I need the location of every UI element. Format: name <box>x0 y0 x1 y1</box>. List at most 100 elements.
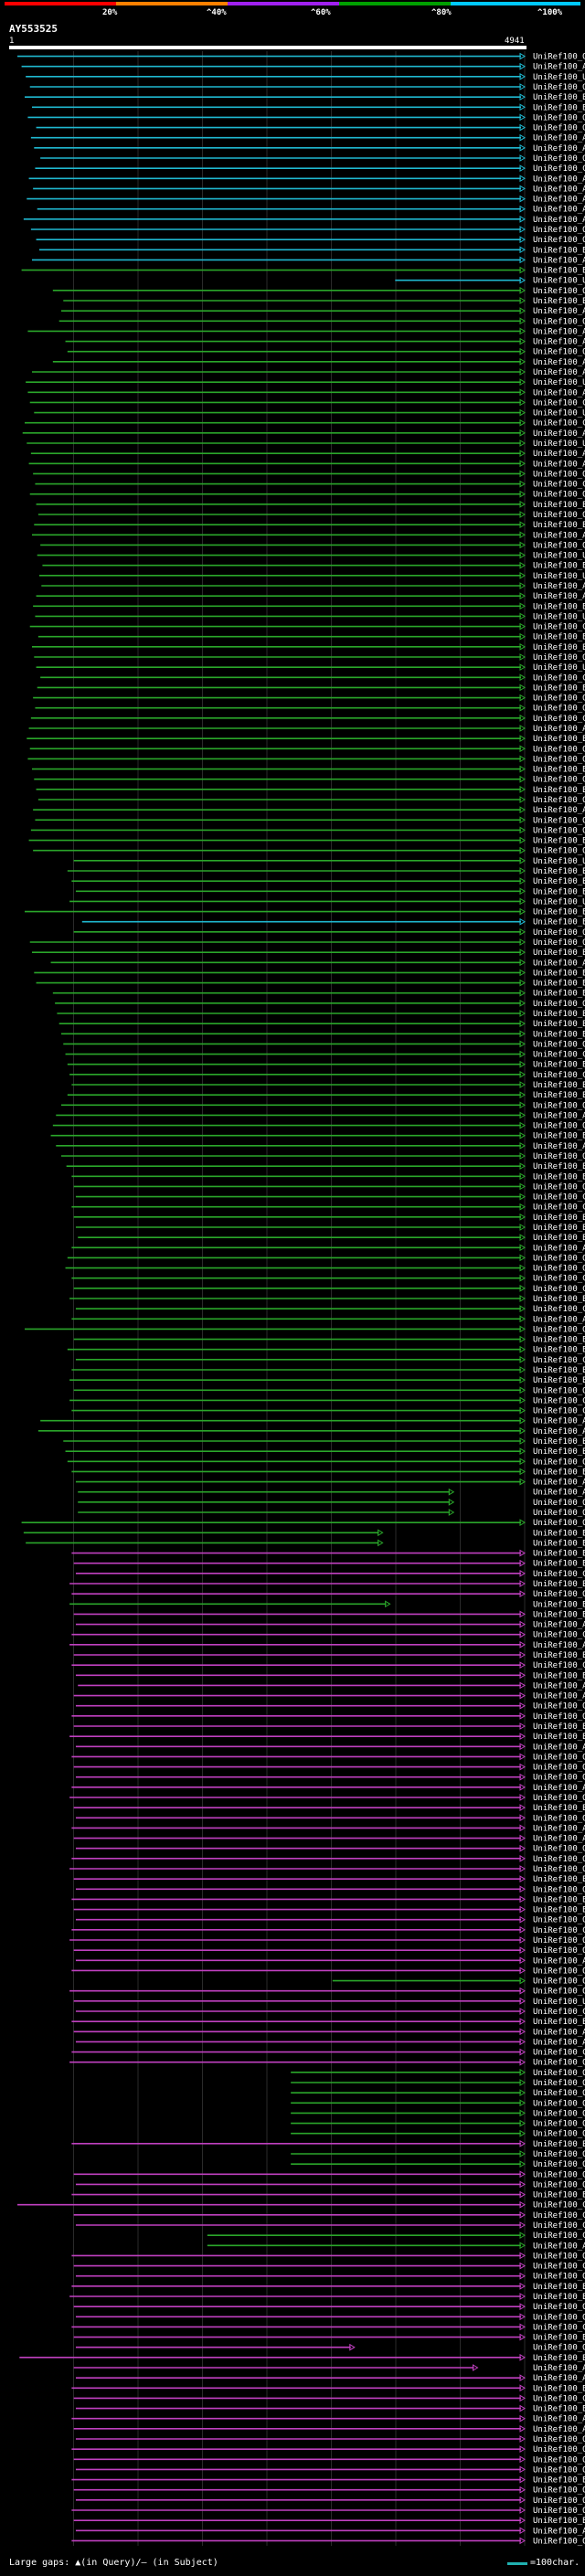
hit-label[interactable]: UniRef100_B9HQB0 <box>533 1132 585 1141</box>
hit-row[interactable]: UniRef100_A5B025 <box>23 216 585 225</box>
hit-row[interactable]: UniRef100_B4FU73 <box>42 562 585 571</box>
hit-label[interactable]: UniRef100_A7PT21 <box>533 450 585 459</box>
hit-label[interactable]: UniRef100_A9XTK9 <box>533 959 585 968</box>
hit-row[interactable]: UniRef100_B6TX90 <box>37 633 585 642</box>
hit-row[interactable]: UniRef100_A5B8F0 <box>32 368 585 377</box>
hit-label[interactable]: UniRef100_B6TE21 <box>533 2334 585 2343</box>
hit-row[interactable]: UniRef100_UP000... <box>26 378 585 387</box>
hit-row[interactable]: UniRef100_Q2L3E6 <box>75 1814 585 1823</box>
hit-row[interactable]: UniRef100_B1NMU5 <box>36 980 585 989</box>
hit-row[interactable]: UniRef100_B9T2Y1 <box>27 735 585 744</box>
hit-label[interactable]: UniRef100_Q84P15 <box>533 2496 585 2506</box>
hit-label[interactable]: UniRef100_B7FJN1 <box>533 1295 585 1304</box>
hit-label[interactable]: UniRef100_C6SZJ5 <box>533 398 585 408</box>
hit-label[interactable]: UniRef100_Q8LEJ6 <box>533 53 585 62</box>
hit-label[interactable]: UniRef100_A9XTL2 <box>533 256 585 265</box>
hit-row[interactable]: UniRef100_Q84P15 <box>75 2496 585 2506</box>
hit-label[interactable]: UniRef100_A9PHK7 <box>533 327 585 336</box>
hit-row[interactable]: UniRef100_Q9SNC3 <box>71 2252 585 2261</box>
hit-label[interactable]: UniRef100_Q2QG36 <box>533 2130 585 2139</box>
hit-label[interactable]: UniRef100_Q2PQ27 <box>533 2273 585 2282</box>
hit-label[interactable]: UniRef100_A9T6W2 <box>533 2374 585 2383</box>
hit-label[interactable]: UniRef100_Q41072 <box>533 1152 585 1161</box>
hit-label[interactable]: UniRef100_B4FSR6 <box>533 2283 585 2292</box>
hit-label[interactable]: UniRef100_B9T2Z3 <box>533 267 585 276</box>
hit-row[interactable]: UniRef100_A9XTL0 <box>22 429 585 439</box>
hit-row[interactable]: UniRef100_Q1W7G6 <box>71 1966 585 1976</box>
hit-row[interactable]: UniRef100_UP000... <box>34 409 585 419</box>
hit-label[interactable]: UniRef100_UP000... <box>533 440 585 449</box>
hit-row[interactable]: UniRef100_Q6ZFJ0 <box>69 1936 585 1945</box>
hit-label[interactable]: UniRef100_Q1W7G6 <box>533 1966 585 1976</box>
hit-row[interactable]: UniRef100_B9HQB0 <box>50 1132 585 1141</box>
hit-label[interactable]: UniRef100_Q6J192 <box>533 694 585 704</box>
hit-row[interactable]: UniRef100_B9IN56 <box>32 766 585 775</box>
hit-row[interactable]: UniRef100_UP000... <box>26 73 585 82</box>
hit-row[interactable]: UniRef100_Q2QFW0 <box>291 2120 585 2129</box>
hit-label[interactable]: UniRef100_B6SUF4 <box>533 1895 585 1904</box>
hit-label[interactable]: UniRef100_Q1W7H1 <box>533 1774 585 1783</box>
hit-label[interactable]: UniRef100_UP000... <box>533 612 585 621</box>
hit-row[interactable]: UniRef100_Q6J198 <box>30 826 585 835</box>
hit-label[interactable]: UniRef100_B9S7R1 <box>533 1651 585 1660</box>
hit-label[interactable]: UniRef100_Q1W7H0 <box>533 2344 585 2353</box>
hit-row[interactable]: UniRef100_Q6ZW05 <box>73 1386 585 1395</box>
hit-label[interactable]: UniRef100_B6TZU8 <box>533 1437 585 1447</box>
hit-label[interactable]: UniRef100_C6T9D9 <box>533 164 585 174</box>
hit-row[interactable]: UniRef100_Q6J199 <box>33 847 585 856</box>
hit-label[interactable]: UniRef100_UP000... <box>533 663 585 673</box>
hit-label[interactable]: UniRef100_A5B8F1 <box>533 1315 585 1324</box>
hit-label[interactable]: UniRef100_A9NYR3 <box>533 1743 585 1752</box>
hit-label[interactable]: UniRef100_Q1EN10 <box>533 154 585 164</box>
hit-label[interactable]: UniRef100_A5BN83 <box>533 1111 585 1120</box>
hit-row[interactable]: UniRef100_Q7F8U2 <box>52 287 585 296</box>
hit-label[interactable]: UniRef100_Q2L3E6 <box>533 1814 585 1823</box>
hit-label[interactable]: UniRef100_A3A0D4 <box>533 2364 585 2373</box>
hit-row[interactable]: UniRef100_B9IN59 <box>71 1468 585 1477</box>
hit-label[interactable]: UniRef100_B9FG78 <box>533 2476 585 2486</box>
hit-row[interactable]: UniRef100_B9F2A7 <box>57 1010 585 1019</box>
hit-label[interactable]: UniRef100_Q9LZQ4 <box>533 1988 585 1997</box>
hit-row[interactable]: UniRef100_Q6I195 <box>69 1865 585 1874</box>
hit-row[interactable]: UniRef100_A7P7Z2 <box>28 175 585 184</box>
hit-row[interactable]: UniRef100_Q9LJ09 <box>60 1101 585 1110</box>
hit-label[interactable]: UniRef100_B4FBB1 <box>533 684 585 693</box>
hit-label[interactable]: UniRef100_A7PF10 <box>533 2028 585 2037</box>
hit-label[interactable]: UniRef100_A9XTL7 <box>533 1835 585 1844</box>
hit-row[interactable]: UniRef100_B9F1A9 <box>52 990 585 999</box>
hit-label[interactable]: UniRef100_A9PEJ5 <box>533 1142 585 1151</box>
hit-label[interactable]: UniRef100_Q6J196 <box>533 1040 585 1049</box>
hit-row[interactable]: UniRef100_B9F9I8 <box>69 2293 585 2302</box>
hit-row[interactable]: UniRef100_A6T2P3 <box>33 806 585 815</box>
hit-row[interactable]: UniRef100_UP000... <box>36 663 585 673</box>
hit-label[interactable]: UniRef100_Q9S7D9 <box>533 2455 585 2465</box>
hit-row[interactable]: UniRef100_A5C3Y9 <box>73 1692 585 1701</box>
hit-label[interactable]: UniRef100_A5B025 <box>533 216 585 225</box>
hit-row[interactable]: UniRef100_Q2QG43 <box>291 2099 585 2108</box>
hit-row[interactable]: UniRef100_B9T2Z3 <box>69 1580 585 1589</box>
hit-row[interactable]: UniRef100_Q6I197 <box>71 1855 585 1864</box>
hit-label[interactable]: UniRef100_A9PBI0 <box>533 1621 585 1630</box>
hit-label[interactable]: UniRef100_Q2QGH5 <box>533 2069 585 2078</box>
hit-label[interactable]: UniRef100_B9T2Y7 <box>533 1366 585 1375</box>
hit-label[interactable]: UniRef100_B9FS86 <box>533 1723 585 1732</box>
hit-row[interactable]: UniRef100_B9HQ49 <box>25 908 585 917</box>
hit-row[interactable]: UniRef100_A9PBI0 <box>75 1621 585 1630</box>
hit-row[interactable]: UniRef100_UP000... <box>38 572 585 581</box>
hit-row[interactable]: UniRef100_B9IN58 <box>26 1539 585 1548</box>
hit-label[interactable]: UniRef100_B9IN58 <box>533 1539 585 1548</box>
hit-row[interactable]: UniRef100_B7FJJ4 <box>73 1336 585 1345</box>
hit-label[interactable]: UniRef100_C5XCD7 <box>533 1356 585 1365</box>
hit-label[interactable]: UniRef100_C6TE72 <box>533 1305 585 1314</box>
hit-row[interactable]: UniRef100_A9XTK9 <box>50 959 585 968</box>
hit-row[interactable]: UniRef100_B7FKM1 <box>34 521 585 530</box>
hit-label[interactable]: UniRef100_B9T2Z4 <box>533 1020 585 1029</box>
hit-row[interactable]: UniRef100_A9XTL4 <box>71 2415 585 2424</box>
hit-row[interactable]: UniRef100_A7P1D7 <box>28 460 585 469</box>
hit-row[interactable]: UniRef100_C6SCI1 <box>75 1193 585 1203</box>
hit-row[interactable]: UniRef100_Q6I193 <box>65 1265 585 1274</box>
hit-label[interactable]: UniRef100_B6SSV3 <box>533 1560 585 1569</box>
hit-row[interactable]: UniRef100_Q6I196 <box>69 2059 585 2068</box>
hit-label[interactable]: UniRef100_UP000... <box>533 857 585 866</box>
hit-row[interactable]: UniRef100_Q9SJ81 <box>75 1845 585 1854</box>
